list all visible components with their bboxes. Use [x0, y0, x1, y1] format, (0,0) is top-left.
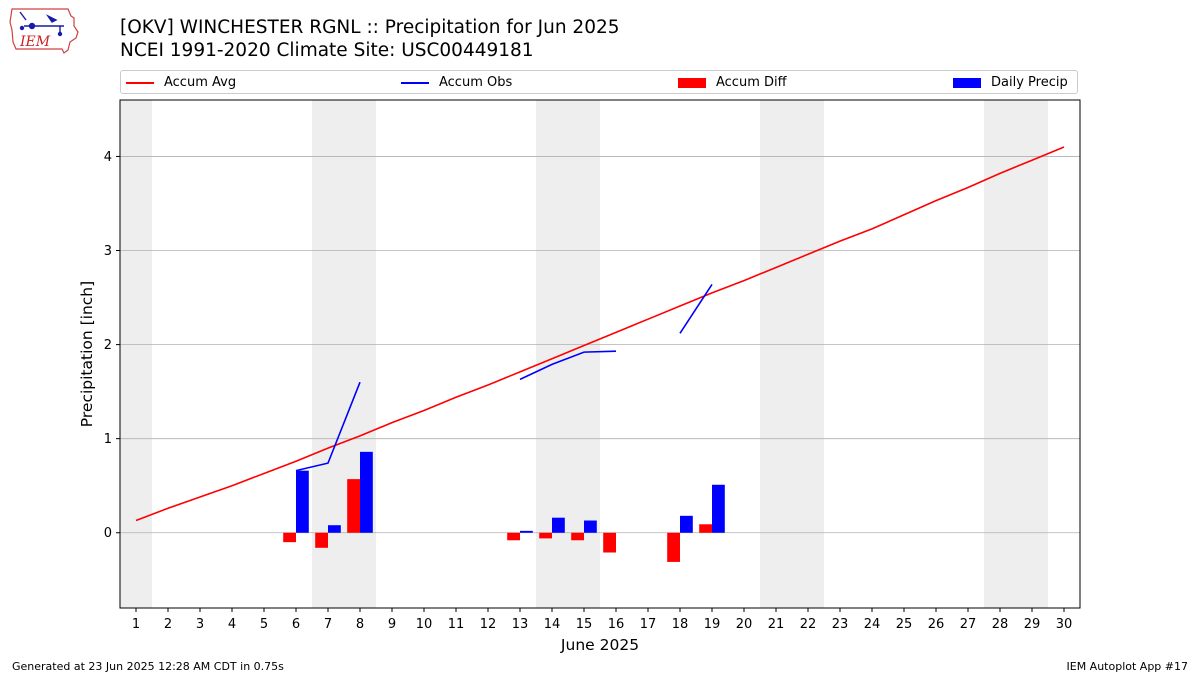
daily-precip-bar: [680, 515, 693, 533]
y-tick-label: 1: [104, 432, 112, 447]
legend-item-accum-diff: Accum Diff: [678, 74, 787, 91]
accum-obs-line: [679, 283, 713, 334]
chart-legend: Accum Avg Accum Obs Accum Diff Daily Pre…: [120, 70, 1078, 94]
iem-logo: IEM: [9, 8, 79, 54]
weekend-shade: [984, 100, 1016, 608]
x-tick-label: 25: [896, 617, 913, 632]
chart-title-line-2: NCEI 1991-2020 Climate Site: USC00449181: [120, 40, 534, 61]
accum-diff-bar: [603, 532, 616, 553]
x-tick-label: 26: [928, 617, 945, 632]
x-tick-label: 7: [324, 617, 332, 632]
x-tick-label: 28: [992, 617, 1009, 632]
daily-precip-bar: [328, 525, 341, 533]
accum-diff-bar: [539, 532, 552, 539]
x-tick-label: 12: [480, 617, 497, 632]
y-tick-label: 2: [104, 338, 112, 353]
legend-item-accum-avg: Accum Avg: [126, 74, 236, 91]
weekend-shade: [760, 100, 792, 608]
legend-swatch-accum-diff: [678, 77, 706, 88]
accum-diff-bar: [667, 532, 680, 562]
legend-label-accum-obs: Accum Obs: [439, 75, 513, 90]
x-tick-label: 29: [1024, 617, 1041, 632]
daily-precip-bar: [552, 517, 565, 533]
plot-frame: [119, 99, 1081, 609]
x-tick-label: 11: [448, 617, 465, 632]
daily-precip-bar: [520, 530, 533, 533]
weekend-shade: [312, 100, 344, 608]
x-tick-label: 14: [544, 617, 561, 632]
legend-label-accum-diff: Accum Diff: [716, 75, 787, 90]
accum-diff-bar: [699, 524, 712, 533]
x-axis-label: June 2025: [560, 636, 639, 654]
accum-diff-bar: [315, 532, 328, 548]
x-tick-label: 2: [164, 617, 172, 632]
x-tick-label: 27: [960, 617, 977, 632]
daily-precip-bar: [296, 470, 309, 533]
legend-label-daily-precip: Daily Precip: [991, 75, 1068, 90]
x-tick-label: 13: [512, 617, 529, 632]
x-tick-label: 23: [832, 617, 849, 632]
y-axis-label: Precipitation [inch]: [78, 281, 96, 427]
x-tick-label: 6: [292, 617, 300, 632]
x-tick-label: 4: [228, 617, 236, 632]
x-tick-label: 8: [356, 617, 364, 632]
x-tick-label: 21: [768, 617, 785, 632]
x-tick-label: 30: [1056, 617, 1073, 632]
weekend-shade: [120, 100, 152, 608]
weekend-shade: [1016, 100, 1048, 608]
logo-text: IEM: [19, 34, 51, 50]
x-tick-label: 20: [736, 617, 753, 632]
accum-obs-line: [519, 350, 617, 381]
accum-diff-bar: [571, 532, 584, 541]
y-tick-label: 3: [104, 244, 112, 259]
daily-precip-bar: [712, 484, 725, 533]
x-tick-label: 9: [388, 617, 396, 632]
x-tick-label: 1: [132, 617, 140, 632]
weekend-shade: [792, 100, 824, 608]
daily-precip-bar: [584, 520, 597, 533]
legend-label-accum-avg: Accum Avg: [164, 75, 237, 90]
x-tick-label: 16: [608, 617, 625, 632]
x-tick-label: 3: [196, 617, 204, 632]
x-tick-label: 5: [260, 617, 268, 632]
accum-avg-line: [135, 146, 1065, 522]
daily-precip-bar: [360, 451, 373, 533]
accum-diff-bar: [283, 532, 296, 543]
legend-item-daily-precip: Daily Precip: [953, 74, 1068, 91]
legend-swatch-daily-precip: [953, 77, 981, 88]
y-tick-label: 4: [104, 150, 112, 165]
app-credit: IEM Autoplot App #17: [1066, 660, 1189, 673]
accum-diff-bar: [507, 532, 520, 541]
y-tick-label: 0: [104, 526, 112, 541]
legend-swatch-accum-avg: [126, 81, 154, 84]
accum-obs-line: [295, 381, 361, 472]
chart-title-line-1: [OKV] WINCHESTER RGNL :: Precipitation f…: [120, 17, 620, 38]
legend-item-accum-obs: Accum Obs: [401, 74, 512, 91]
generated-timestamp: Generated at 23 Jun 2025 12:28 AM CDT in…: [12, 660, 284, 673]
accum-diff-bar: [347, 479, 360, 533]
legend-swatch-accum-obs: [401, 81, 429, 84]
x-tick-label: 10: [416, 617, 433, 632]
x-tick-label: 19: [704, 617, 721, 632]
x-tick-label: 17: [640, 617, 657, 632]
x-tick-label: 15: [576, 617, 593, 632]
x-tick-label: 24: [864, 617, 881, 632]
x-tick-label: 18: [672, 617, 689, 632]
x-tick-label: 22: [800, 617, 817, 632]
